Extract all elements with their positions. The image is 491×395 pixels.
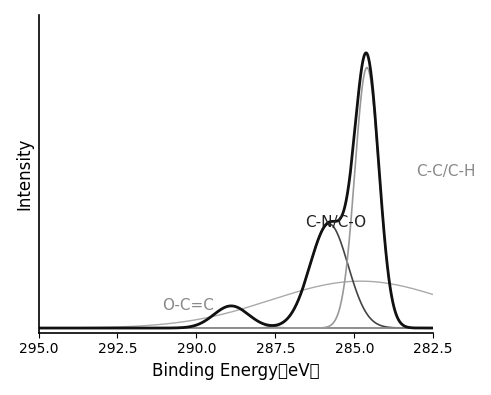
Text: C-C/C-H: C-C/C-H bbox=[416, 164, 475, 179]
Text: O-C=C: O-C=C bbox=[162, 298, 214, 313]
Text: C-N/C-O: C-N/C-O bbox=[305, 214, 366, 229]
X-axis label: Binding Energy（eV）: Binding Energy（eV） bbox=[152, 362, 320, 380]
Y-axis label: Intensity: Intensity bbox=[15, 138, 33, 210]
